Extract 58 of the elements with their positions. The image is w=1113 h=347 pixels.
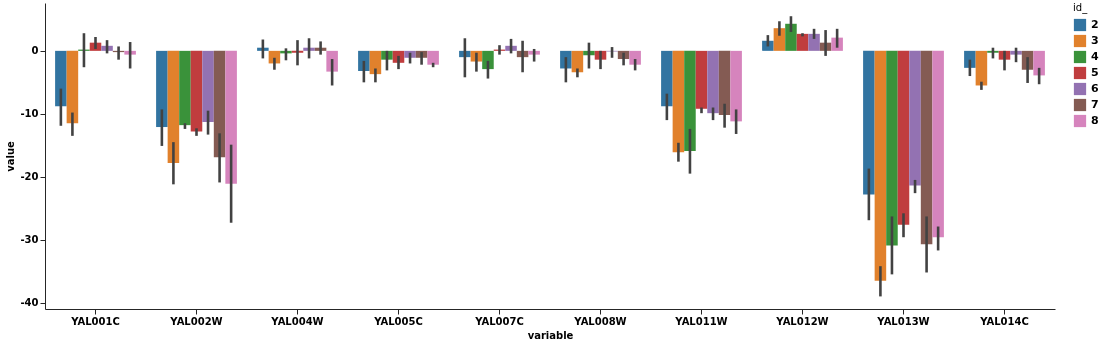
x-tick-label: YAL012W (775, 315, 829, 327)
bar (629, 50, 641, 65)
bar (874, 50, 887, 281)
bar (920, 50, 933, 245)
x-tick-label: YAL014C (979, 315, 1029, 327)
bar (482, 50, 494, 70)
x-tick-label: YAL005C (373, 315, 423, 327)
bar (1033, 50, 1045, 76)
y-tick-label: -20 (20, 171, 39, 183)
bar (672, 50, 685, 153)
legend-label: 8 (1091, 114, 1099, 127)
bar (964, 50, 976, 68)
legend-title: id_ (1073, 2, 1089, 14)
bar (718, 50, 731, 116)
bar (695, 50, 708, 109)
legend-label: 2 (1091, 18, 1099, 31)
bar (358, 50, 370, 71)
bar (427, 50, 439, 65)
x-tick-label: YAL013W (876, 315, 930, 327)
legend-label: 7 (1091, 98, 1099, 111)
bar (897, 50, 910, 225)
bar (730, 50, 742, 122)
y-tick-label: -10 (20, 108, 39, 120)
bar (796, 33, 809, 51)
bar (167, 50, 180, 163)
y-tick-label: -40 (20, 297, 39, 309)
x-tick-label: YAL008W (573, 315, 627, 327)
legend-label: 6 (1091, 82, 1099, 95)
bar (190, 50, 203, 132)
legend-label: 4 (1091, 50, 1099, 63)
bar (808, 33, 820, 51)
y-axis-title: value (5, 140, 17, 172)
x-axis-title: variable (527, 329, 574, 341)
bar (909, 50, 921, 186)
bar (156, 50, 168, 128)
x-tick-label: YAL002W (169, 315, 223, 327)
bar (202, 50, 214, 122)
x-tick-label: YAL007C (474, 315, 524, 327)
bar (886, 50, 898, 246)
bar (762, 40, 774, 51)
bar (661, 50, 673, 107)
x-tick-label: YAL001C (70, 315, 120, 327)
bar (684, 50, 696, 151)
bar (66, 50, 79, 124)
x-tick-label: YAL011W (674, 315, 728, 327)
legend-label: 5 (1091, 66, 1099, 79)
bar (785, 23, 797, 51)
bar (55, 50, 67, 107)
bar (975, 50, 988, 86)
legend-label: 3 (1091, 34, 1099, 47)
bar (707, 50, 719, 114)
bar (225, 50, 237, 184)
y-tick-label: 0 (31, 45, 39, 57)
y-tick-label: -30 (20, 234, 39, 246)
bar (179, 50, 191, 126)
bar (863, 50, 875, 195)
x-tick-label: YAL004W (270, 315, 324, 327)
bar (932, 50, 944, 238)
